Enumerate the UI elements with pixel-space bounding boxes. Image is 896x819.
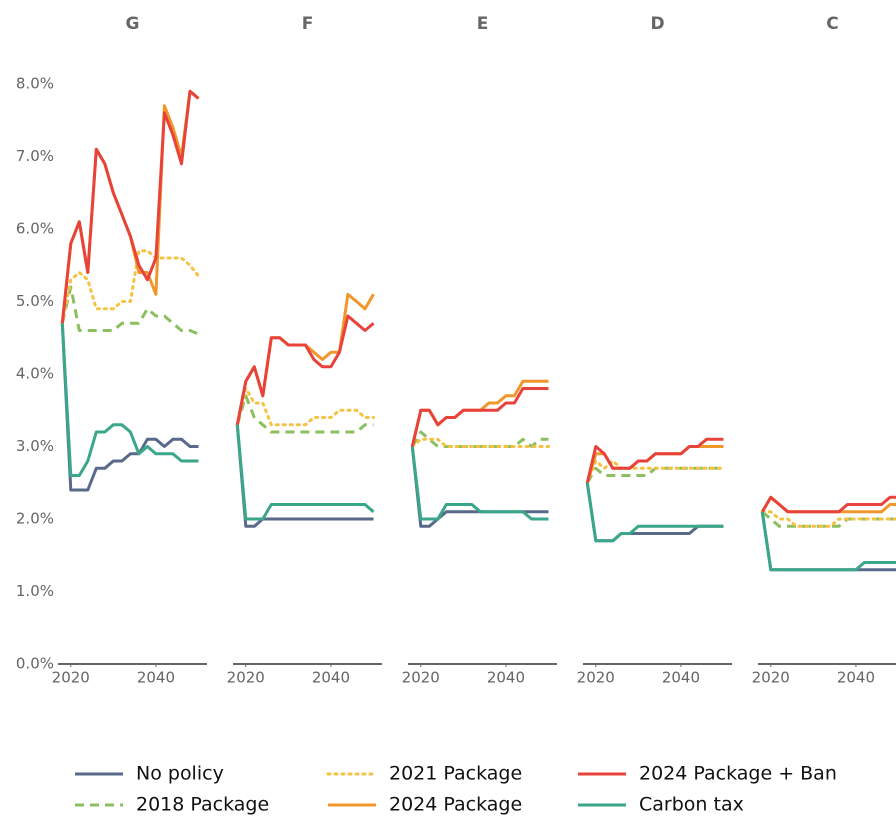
- y-tick-label: 7.0%: [16, 147, 54, 165]
- series-line: [60, 285, 200, 336]
- series-line: [760, 511, 896, 572]
- series-line: [60, 89, 200, 324]
- series-line: [235, 424, 374, 528]
- panel-title: D: [650, 14, 664, 34]
- y-tick-label: 6.0%: [16, 220, 54, 238]
- legend-label: 2024 Package: [389, 794, 522, 816]
- x-tick-label: 2020: [227, 669, 265, 687]
- y-tick-label: 3.0%: [16, 437, 54, 455]
- panel-title: E: [477, 14, 489, 34]
- series-line: [235, 292, 375, 426]
- legend-label: 2018 Package: [136, 794, 269, 816]
- y-tick-label: 0.0%: [16, 655, 54, 673]
- y-tick-label: 1.0%: [16, 582, 54, 600]
- series-line: [410, 437, 550, 448]
- y-tick-label: 8.0%: [16, 75, 54, 93]
- series-line: [761, 495, 896, 514]
- series-line: [235, 394, 374, 434]
- x-tick-label: 2040: [137, 669, 175, 687]
- series-line: [60, 323, 199, 477]
- y-tick-label: 5.0%: [16, 292, 54, 310]
- x-tick-label: 2040: [487, 669, 525, 687]
- series-line: [585, 445, 724, 484]
- series-line: [235, 314, 375, 426]
- series-line: [60, 323, 199, 492]
- x-tick-label: 2020: [577, 669, 615, 687]
- series-line: [410, 387, 549, 447]
- legend-label: 2021 Package: [389, 763, 522, 785]
- series-line: [585, 459, 725, 485]
- x-tick-label: 2040: [312, 669, 350, 687]
- x-tick-label: 2040: [837, 669, 875, 687]
- panel-title: C: [826, 14, 838, 34]
- series-line: [760, 510, 896, 528]
- series-line: [585, 482, 724, 543]
- series-line: [585, 482, 724, 543]
- x-tick-label: 2020: [52, 669, 90, 687]
- x-tick-label: 2020: [402, 669, 440, 687]
- series-line: [585, 437, 724, 484]
- x-tick-label: 2040: [662, 669, 700, 687]
- series-line: [60, 89, 200, 324]
- legend-label: 2024 Package + Ban: [639, 763, 837, 785]
- panel-title: F: [302, 14, 314, 34]
- legend-label: Carbon tax: [639, 794, 744, 816]
- series-line: [235, 387, 375, 427]
- series-line: [235, 424, 375, 521]
- series-line: [60, 249, 200, 325]
- series-line: [586, 466, 724, 484]
- series-line: [410, 446, 549, 521]
- legend-label: No policy: [136, 763, 224, 785]
- y-tick-label: 4.0%: [16, 365, 54, 383]
- panel-title: G: [126, 14, 140, 34]
- x-tick-label: 2020: [752, 669, 790, 687]
- y-tick-label: 2.0%: [16, 510, 54, 528]
